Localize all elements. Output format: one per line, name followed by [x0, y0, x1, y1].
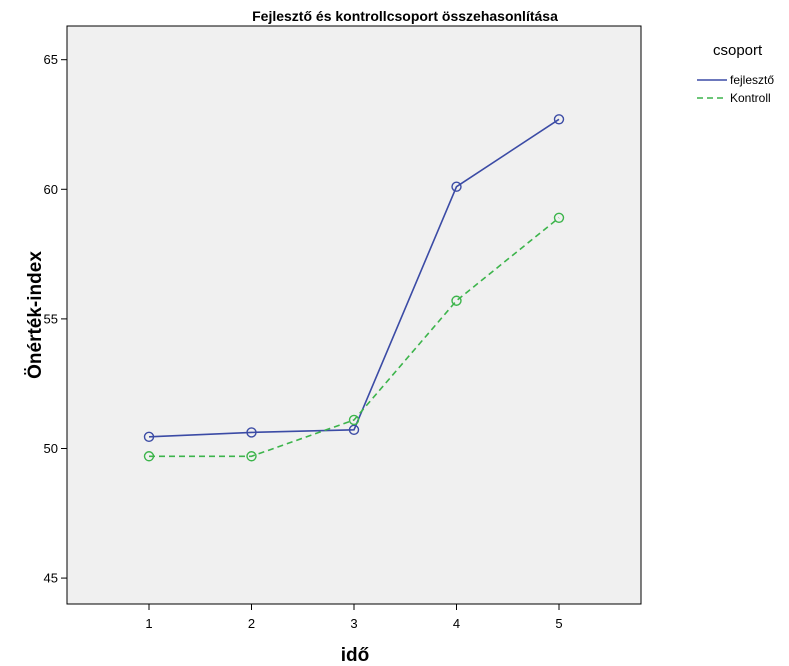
data-point-0-3	[451, 181, 462, 192]
y-tick-label: 60	[44, 182, 58, 197]
data-point-1-3	[451, 295, 462, 306]
x-axis-label: idő	[341, 645, 370, 666]
plot-area	[66, 25, 642, 605]
legend-label-fejleszto: fejlesztő	[730, 73, 774, 87]
data-point-0-2	[348, 424, 360, 436]
data-point-1-4	[553, 212, 565, 224]
y-tick-label: 45	[44, 571, 58, 586]
data-point-1-1	[246, 451, 257, 462]
data-point-0-1	[246, 427, 257, 438]
legend: csoport fejlesztő Kontroll	[697, 42, 774, 105]
y-axis-label: Önérték-index	[25, 251, 46, 379]
y-tick-label: 50	[44, 441, 58, 456]
y-axis-ticks: 45 50 55 60 65	[44, 52, 67, 586]
data-point-1-0	[143, 451, 155, 462]
chart-title: Fejlesztő és kontrollcsoport összehasonl…	[252, 8, 558, 24]
x-tick-label: 2	[248, 616, 255, 631]
x-tick-label: 4	[453, 616, 460, 631]
data-point-1-2	[348, 414, 360, 426]
y-tick-label: 65	[44, 52, 58, 67]
x-tick-label: 3	[350, 616, 357, 631]
data-point-0-0	[143, 431, 155, 443]
series-layer	[143, 114, 565, 462]
data-point-0-4	[553, 114, 565, 125]
x-axis-ticks: 1 2 3 4 5	[145, 604, 563, 631]
series-line-0	[148, 118, 560, 438]
legend-title: csoport	[713, 42, 763, 59]
x-tick-label: 5	[555, 616, 562, 631]
series-line-1	[149, 217, 560, 458]
legend-label-kontroll: Kontroll	[730, 91, 771, 105]
y-tick-label: 55	[44, 311, 58, 326]
x-tick-label: 1	[145, 616, 152, 631]
